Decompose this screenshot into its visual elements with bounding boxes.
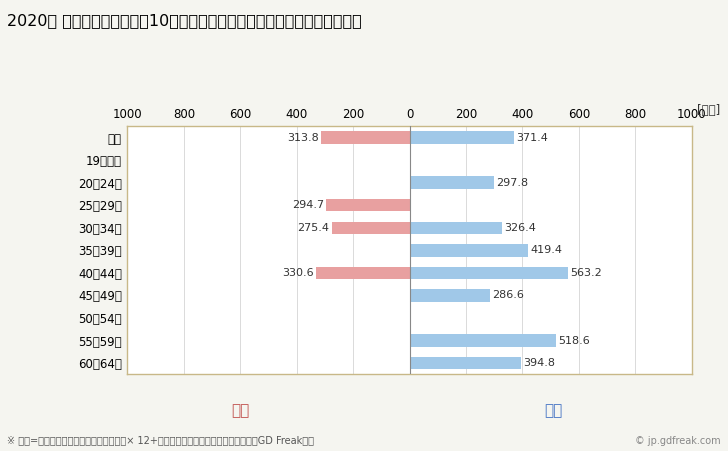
Bar bbox=[326, 199, 409, 212]
Bar bbox=[321, 131, 409, 144]
Text: 297.8: 297.8 bbox=[496, 178, 528, 188]
Bar bbox=[409, 244, 528, 257]
Text: 286.6: 286.6 bbox=[493, 290, 524, 300]
Text: [万円]: [万円] bbox=[697, 104, 721, 117]
Text: 563.2: 563.2 bbox=[571, 268, 602, 278]
Text: 2020年 民間企業（従業者数10人以上）フルタイム労働者の男女別平均年収: 2020年 民間企業（従業者数10人以上）フルタイム労働者の男女別平均年収 bbox=[7, 14, 362, 28]
Text: 313.8: 313.8 bbox=[287, 133, 319, 143]
Text: 男性: 男性 bbox=[544, 403, 563, 418]
Bar bbox=[409, 176, 494, 189]
Bar bbox=[316, 267, 409, 279]
Text: 518.6: 518.6 bbox=[558, 336, 590, 345]
Text: 326.4: 326.4 bbox=[504, 223, 536, 233]
Text: © jp.gdfreak.com: © jp.gdfreak.com bbox=[635, 437, 721, 446]
Text: ※ 年収=「きまって支給する現金給与額」× 12+「年間賞与その他特別給与額」としてGD Freak推計: ※ 年収=「きまって支給する現金給与額」× 12+「年間賞与その他特別給与額」と… bbox=[7, 435, 314, 445]
Bar bbox=[409, 289, 491, 302]
Text: 275.4: 275.4 bbox=[298, 223, 330, 233]
Bar bbox=[409, 357, 521, 369]
Bar bbox=[332, 221, 409, 234]
Bar bbox=[409, 267, 569, 279]
Text: 419.4: 419.4 bbox=[530, 245, 562, 255]
Bar bbox=[409, 334, 555, 347]
Text: 394.8: 394.8 bbox=[523, 358, 555, 368]
Text: 294.7: 294.7 bbox=[292, 200, 324, 210]
Text: 371.4: 371.4 bbox=[517, 133, 548, 143]
Bar bbox=[409, 131, 514, 144]
Text: 330.6: 330.6 bbox=[282, 268, 314, 278]
Bar bbox=[409, 221, 502, 234]
Text: 女性: 女性 bbox=[231, 403, 250, 418]
